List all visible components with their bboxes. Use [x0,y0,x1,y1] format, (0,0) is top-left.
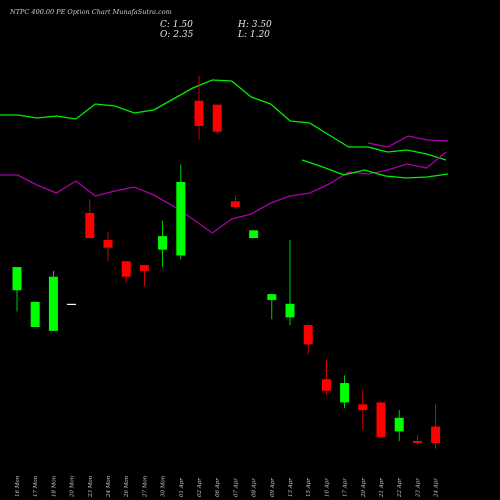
candle-body [30,301,40,327]
candle [158,220,168,268]
candle [121,261,131,283]
candle-body [158,236,168,250]
candle-body [67,303,77,305]
x-tick-label: 21 Apr [379,478,385,498]
overlay-lines [0,79,449,234]
candle [67,303,77,305]
candle-body [85,212,95,239]
candle-body [321,379,331,391]
purple-average-line [0,151,447,234]
candle-body [249,230,259,239]
candle-body [230,201,240,208]
x-tick-label: 07 Apr [233,478,239,497]
x-tick-label: 20 Apr [361,478,367,498]
x-tick-label: 08 Apr [252,478,258,497]
candle [321,359,331,395]
candle-body [267,294,277,300]
x-tick-label: 13 Apr [288,478,294,497]
candle-body [103,240,113,248]
candle-body [303,325,313,345]
candle-body [212,104,222,132]
candle [30,301,40,327]
x-axis-ticks: 16 Mon 17 Mon 18 Mon 20 Mon 23 Mon 24 Mon 26 M… [15,475,440,498]
candle [376,402,386,438]
candle [340,375,350,409]
x-tick-label: 18 Mon [51,475,57,497]
x-tick-label: 24 Apr [434,478,440,498]
x-tick-label: 27 Mon [142,475,148,498]
candle [412,435,422,445]
candle-body [412,441,422,443]
green-average-line-tail [301,159,449,179]
x-tick-label: 16 Apr [324,478,330,497]
candle-body [48,276,58,331]
green-average-line [0,79,447,161]
candle-body [376,402,386,438]
candle [103,232,113,262]
purple-average-line-tail [367,135,449,148]
candle [212,104,222,134]
close-label: C: 1.50 [160,20,193,30]
candle [303,325,313,355]
x-tick-label: 09 Apr [270,478,276,497]
x-tick-label: 26 Mon [124,475,130,498]
x-tick-label: 22 Apr [397,478,403,498]
candle [267,294,277,320]
x-tick-label: 17 Mon [33,475,39,497]
candle [194,75,204,140]
candle-body [176,182,186,256]
candle-body [394,417,404,432]
candle [12,267,22,312]
candle-body [121,261,131,277]
x-tick-label: 16 Mon [15,475,21,497]
x-tick-label: 23 Mon [88,475,94,498]
x-tick-label: 02 Apr [197,478,203,497]
candle-body [340,383,350,403]
high-label: H: 3.50 [238,20,272,30]
low-label: L: 1.20 [238,30,270,40]
candle [176,164,186,260]
candle [285,240,295,326]
candle [394,410,404,442]
candle [249,230,259,239]
candle [230,195,240,210]
x-tick-label: 01 Apr [179,478,185,497]
candle [358,388,368,430]
candle-body [194,100,204,126]
candles [12,75,441,449]
candle-body [431,426,441,443]
x-tick-label: 30 Mon [161,475,167,497]
candle [139,265,149,287]
open-label: O: 2.35 [160,30,194,40]
candle-body [12,267,22,291]
x-tick-label: 06 Apr [215,478,221,497]
candle-body [358,404,368,411]
x-tick-label: 20 Mon [70,475,76,498]
candle [431,404,441,449]
x-tick-label: 24 Mon [106,475,112,498]
x-tick-label: 17 Apr [343,478,349,497]
candle [85,199,95,239]
candle-body [285,303,295,318]
candle-body [139,265,149,271]
candle [48,270,58,331]
x-tick-label: 23 Apr [415,478,421,498]
x-tick-label: 15 Apr [306,478,312,497]
chart-title: NTPC 400.00 PE Option Chart MunafaSutra.… [10,8,172,16]
